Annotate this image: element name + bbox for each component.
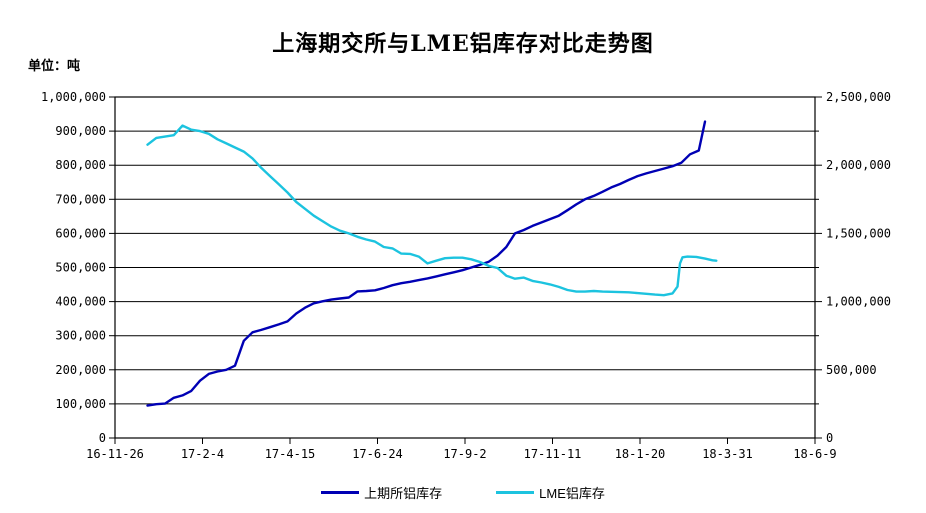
svg-text:0: 0 bbox=[99, 431, 106, 445]
svg-text:17-4-15: 17-4-15 bbox=[265, 447, 316, 461]
legend-item-shfe: 上期所铝库存 bbox=[321, 483, 442, 502]
dual-axis-line-chart: 1,000,000 900,000 800,000 700,000 600,000 500… bbox=[41, 90, 891, 461]
shfe-line-swatch bbox=[321, 491, 360, 494]
svg-text:18-1-20: 18-1-20 bbox=[615, 447, 666, 461]
svg-text:200,000: 200,000 bbox=[55, 363, 106, 377]
svg-text:400,000: 400,000 bbox=[55, 295, 106, 309]
svg-text:1,500,000: 1,500,000 bbox=[826, 226, 891, 240]
svg-text:0: 0 bbox=[826, 431, 833, 445]
svg-text:16-11-26: 16-11-26 bbox=[86, 447, 144, 461]
legend: 上期所铝库存 LME铝库存 bbox=[0, 483, 926, 502]
chart-title: 上海期交所与LME铝库存对比走势图 bbox=[272, 31, 654, 57]
svg-text:700,000: 700,000 bbox=[55, 192, 106, 206]
svg-text:500,000: 500,000 bbox=[826, 363, 877, 377]
svg-text:2,000,000: 2,000,000 bbox=[826, 158, 891, 172]
lme-line-swatch bbox=[496, 491, 535, 494]
svg-text:600,000: 600,000 bbox=[55, 226, 106, 240]
svg-text:900,000: 900,000 bbox=[55, 124, 106, 138]
svg-text:2,500,000: 2,500,000 bbox=[826, 90, 891, 104]
legend-label-lme: LME铝库存 bbox=[539, 486, 605, 501]
svg-text:17-6-24: 17-6-24 bbox=[352, 447, 403, 461]
svg-text:1,000,000: 1,000,000 bbox=[41, 90, 106, 104]
legend-label-shfe: 上期所铝库存 bbox=[364, 486, 443, 501]
svg-text:18-6-9: 18-6-9 bbox=[793, 447, 836, 461]
svg-text:17-2-4: 17-2-4 bbox=[181, 447, 224, 461]
svg-text:100,000: 100,000 bbox=[55, 397, 106, 411]
unit-label: 单位：吨 bbox=[28, 59, 81, 74]
svg-text:18-3-31: 18-3-31 bbox=[702, 447, 753, 461]
svg-text:17-9-2: 17-9-2 bbox=[443, 447, 486, 461]
legend-item-lme: LME铝库存 bbox=[496, 483, 605, 502]
svg-text:17-11-11: 17-11-11 bbox=[524, 447, 582, 461]
svg-text:800,000: 800,000 bbox=[55, 158, 106, 172]
svg-text:1,000,000: 1,000,000 bbox=[826, 295, 891, 309]
svg-text:300,000: 300,000 bbox=[55, 329, 106, 343]
svg-text:500,000: 500,000 bbox=[55, 261, 106, 275]
